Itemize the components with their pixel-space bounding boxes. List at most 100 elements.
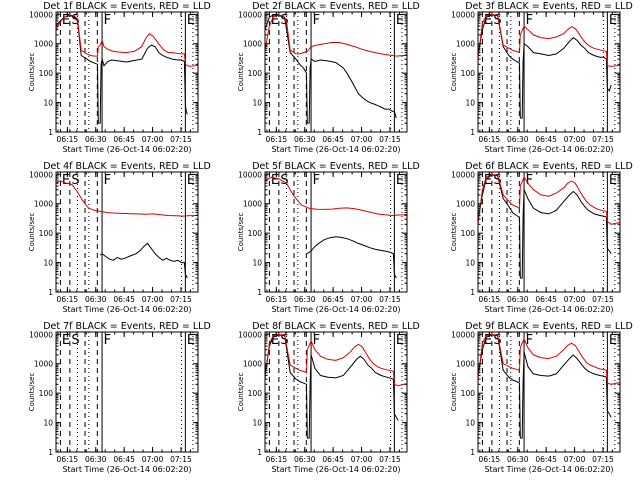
marker-label: S [71, 333, 79, 348]
panel-title: Det 3f BLACK = Events, RED = LLD [465, 1, 633, 12]
y-tick-label: 100 [461, 229, 476, 238]
x-axis-label: Start Time (26-Oct-14 06:02:20) [62, 465, 191, 474]
panel-title: Det 7f BLACK = Events, RED = LLD [43, 321, 211, 332]
marker-label: S [71, 173, 79, 188]
marker-label: S [280, 333, 288, 348]
marker-label: F [104, 13, 111, 28]
y-tick-label: 1 [48, 288, 53, 297]
marker-label: F [526, 173, 533, 188]
marker-label: F [104, 173, 111, 188]
y-tick-label: 100 [248, 389, 263, 398]
marker-label: E [62, 173, 70, 188]
series-line-events [478, 174, 612, 279]
x-axis-label: Start Time (26-Oct-14 06:02:20) [484, 145, 613, 154]
y-axis-label: Counts/sec [28, 373, 36, 412]
x-tick-label: 07:15 [170, 455, 192, 464]
axes-frame [55, 11, 199, 133]
y-tick-label: 1 [470, 128, 475, 137]
x-tick-label: 06:30 [507, 135, 529, 144]
x-tick-label: 06:15 [479, 135, 501, 144]
series-line-lld [478, 14, 620, 67]
x-tick-label: 07:15 [170, 295, 192, 304]
marker-label: F [313, 173, 320, 188]
x-axis-label: Start Time (26-Oct-14 06:02:20) [62, 145, 191, 154]
x-tick-label: 06:15 [57, 135, 79, 144]
x-tick-label: 07:15 [592, 455, 614, 464]
x-axis-label: Start Time (26-Oct-14 06:02:20) [484, 465, 613, 474]
x-tick-label: 06:30 [507, 455, 529, 464]
x-tick-label: 06:30 [507, 295, 529, 304]
y-tick-label: 10 [465, 99, 475, 108]
x-tick-label: 06:30 [85, 295, 107, 304]
marker-label: S [493, 13, 501, 28]
marker-label: S [280, 173, 288, 188]
x-tick-label: 07:00 [564, 135, 586, 144]
x-tick-label: 06:45 [535, 295, 557, 304]
x-tick-label: 06:45 [113, 295, 135, 304]
marker-label: E [396, 333, 404, 348]
x-tick-label: 06:45 [322, 135, 344, 144]
y-tick-label: 100 [39, 69, 54, 78]
y-tick-label: 10000 [451, 10, 475, 19]
y-axis-label: Counts/sec [450, 373, 458, 412]
series-line-events [99, 242, 188, 279]
x-axis-label: Start Time (26-Oct-14 06:02:20) [271, 145, 400, 154]
x-tick-label: 07:00 [142, 295, 164, 304]
marker-label: E [484, 173, 492, 188]
x-tick-label: 06:45 [113, 455, 135, 464]
y-tick-label: 10 [252, 259, 262, 268]
y-tick-label: 1000 [243, 40, 262, 49]
marker-label: E [484, 13, 492, 28]
y-tick-label: 10000 [451, 330, 475, 339]
x-tick-label: 07:00 [142, 135, 164, 144]
y-tick-label: 1000 [243, 200, 262, 209]
y-tick-label: 10000 [238, 170, 262, 179]
y-tick-label: 10 [465, 419, 475, 428]
y-tick-label: 10 [465, 259, 475, 268]
x-tick-label: 06:45 [322, 455, 344, 464]
marker-label: E [396, 13, 404, 28]
panel-title: Det 2f BLACK = Events, RED = LLD [252, 1, 420, 12]
y-tick-label: 1 [470, 288, 475, 297]
marker-label: S [493, 173, 501, 188]
x-tick-label: 06:30 [294, 295, 316, 304]
x-tick-label: 07:00 [142, 455, 164, 464]
axes-frame [477, 331, 621, 453]
x-tick-label: 06:15 [479, 295, 501, 304]
marker-label: F [526, 13, 533, 28]
y-tick-label: 1 [48, 448, 53, 457]
x-axis-label: Start Time (26-Oct-14 06:02:20) [271, 465, 400, 474]
y-axis-label: Counts/sec [237, 373, 245, 412]
x-tick-label: 07:15 [170, 135, 192, 144]
marker-label: F [313, 13, 320, 28]
marker-label: E [62, 13, 70, 28]
series-line-events [56, 15, 188, 124]
marker-label: E [484, 333, 492, 348]
x-tick-label: 07:15 [592, 135, 614, 144]
x-axis-label: Start Time (26-Oct-14 06:02:20) [62, 305, 191, 314]
series-line-lld [56, 180, 198, 217]
y-tick-label: 1000 [34, 360, 53, 369]
y-tick-label: 1 [257, 448, 262, 457]
marker-label: E [609, 13, 617, 28]
x-axis-label: Start Time (26-Oct-14 06:02:20) [484, 305, 613, 314]
marker-label: S [71, 13, 79, 28]
y-tick-label: 1000 [34, 200, 53, 209]
y-tick-label: 10 [252, 99, 262, 108]
series-line-lld [265, 176, 407, 217]
y-axis-label: Counts/sec [450, 53, 458, 92]
panel-title: Det 6f BLACK = Events, RED = LLD [465, 161, 633, 172]
x-tick-label: 06:15 [479, 455, 501, 464]
x-tick-label: 06:45 [113, 135, 135, 144]
marker-label: E [187, 333, 195, 348]
y-tick-label: 100 [461, 69, 476, 78]
x-tick-label: 06:45 [322, 295, 344, 304]
x-tick-label: 06:15 [266, 295, 288, 304]
